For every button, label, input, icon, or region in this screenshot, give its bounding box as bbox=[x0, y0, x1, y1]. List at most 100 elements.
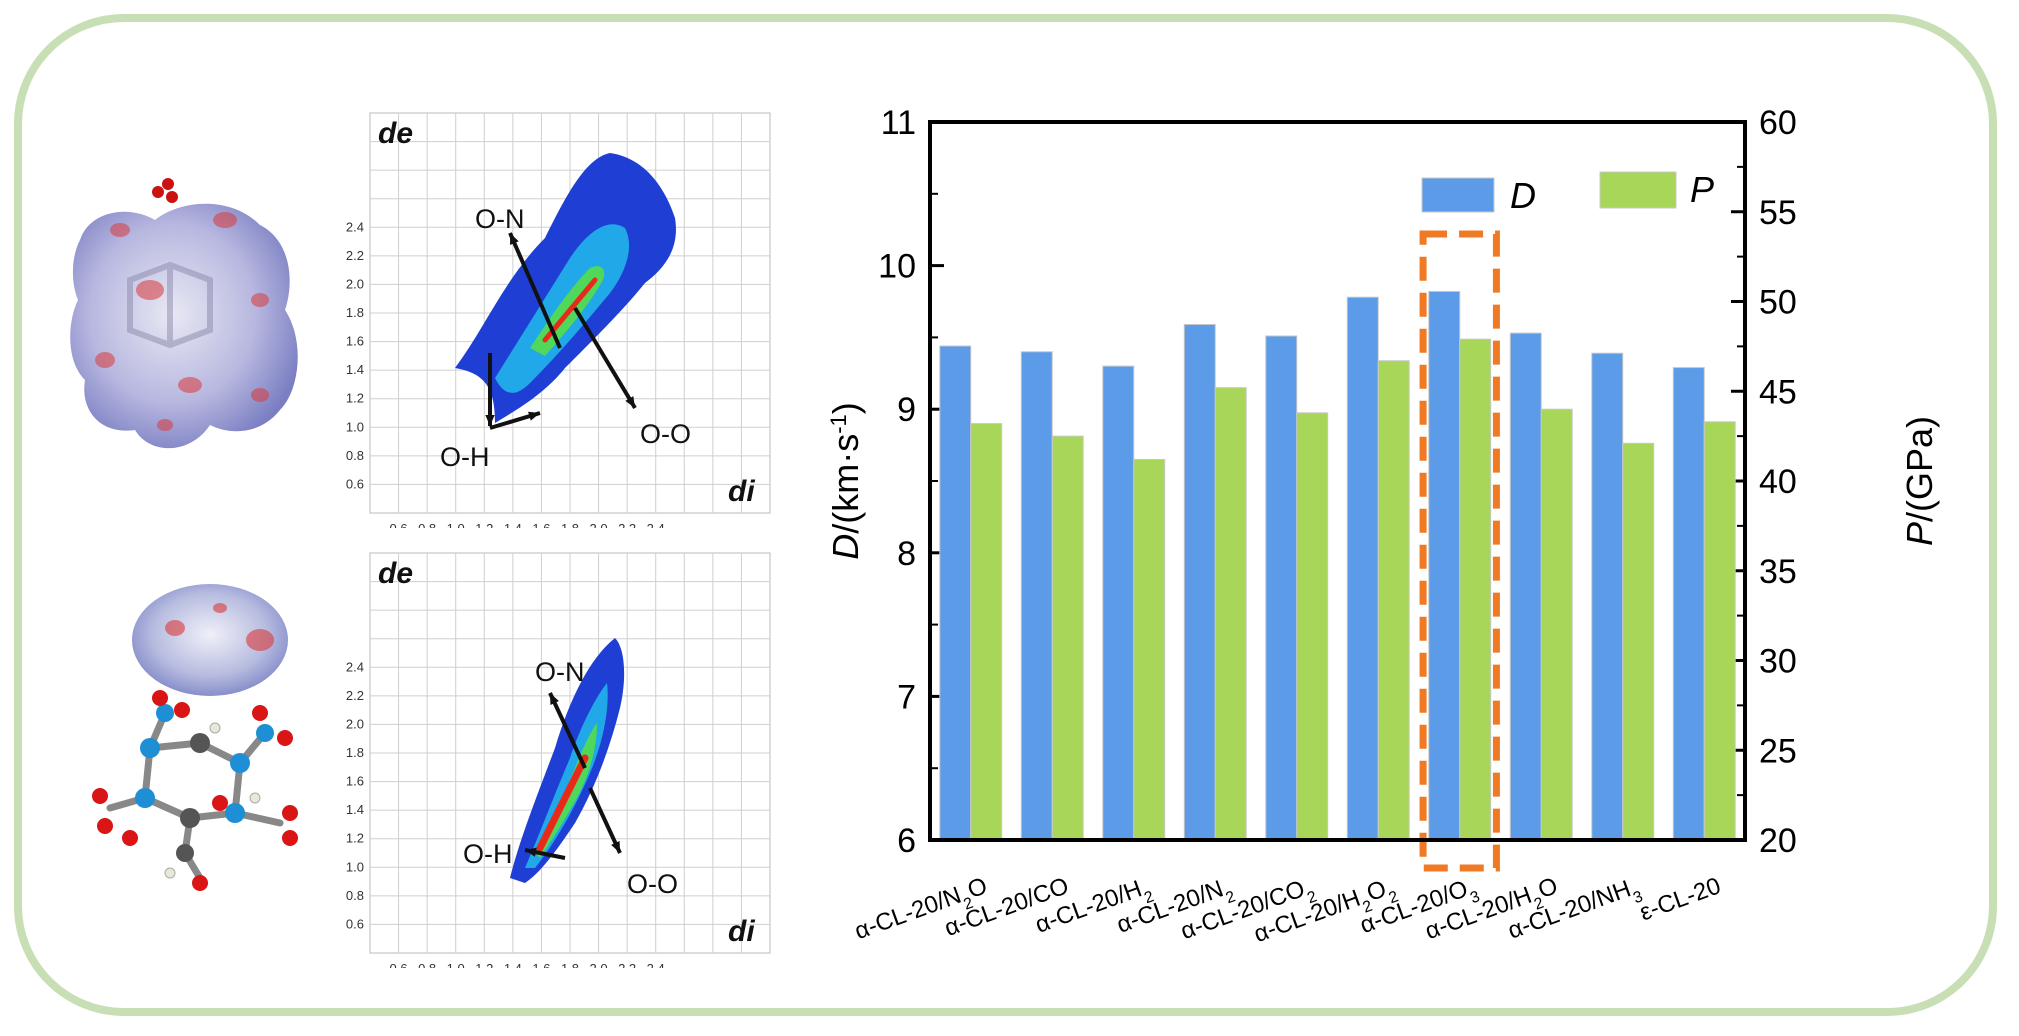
right-tick-label: 20 bbox=[1759, 822, 1797, 860]
x-tick-label: 1.8 bbox=[561, 521, 579, 528]
fingerprint-cloud bbox=[455, 153, 676, 423]
y-tick-label: 2.0 bbox=[346, 716, 364, 731]
left-axis-title: D/(km·s-1) bbox=[825, 402, 866, 560]
x-tick-label: 2.4 bbox=[647, 521, 665, 528]
bar-p bbox=[1703, 421, 1736, 841]
bar-p bbox=[970, 423, 1003, 841]
x-tick-label: 0.8 bbox=[418, 961, 436, 968]
y-tick-label: 2.4 bbox=[346, 659, 364, 674]
x-tick-label: 0.6 bbox=[390, 521, 408, 528]
cloud-outer bbox=[510, 638, 625, 883]
right-tick-label: 40 bbox=[1759, 463, 1797, 501]
axis-title-text: ) bbox=[825, 402, 866, 414]
label-oh: O-H bbox=[440, 442, 490, 472]
x-tick-label: 1.6 bbox=[532, 521, 550, 528]
bar-d bbox=[1020, 351, 1053, 841]
category-label: ε-CL-20 bbox=[1636, 872, 1724, 926]
x-axis-label: di bbox=[728, 475, 755, 508]
fingerprint-plot-2: 0.6 0.8 1.0 1.2 1.4 1.6 1.8 2.0 2.2 2.4 0.6 0.8 1.0 1… bbox=[346, 552, 771, 968]
y-tick-label: 1.6 bbox=[346, 774, 364, 789]
bar-d bbox=[1183, 323, 1216, 841]
left-tick-label: 7 bbox=[897, 678, 916, 716]
x-tick-label: 0.8 bbox=[418, 521, 436, 528]
y-tick-label: 1.8 bbox=[346, 745, 364, 760]
bar-d bbox=[1428, 290, 1461, 841]
legend-label-p: P bbox=[1690, 169, 1714, 210]
arrow-on-head bbox=[550, 693, 559, 705]
bar-p bbox=[1459, 338, 1492, 841]
label-oo: O-O bbox=[640, 419, 691, 449]
right-tick-label: 30 bbox=[1759, 643, 1797, 681]
bar-p bbox=[1377, 360, 1410, 841]
y-tick-label: 2.2 bbox=[346, 688, 364, 703]
x-tick-label: 1.6 bbox=[532, 961, 550, 968]
nitrogen-atoms bbox=[135, 704, 274, 823]
plot-frame bbox=[928, 120, 1747, 842]
y-tick-label: 2.2 bbox=[346, 248, 364, 263]
axis-title-italic: P bbox=[1899, 522, 1940, 546]
arrow-on bbox=[548, 692, 587, 769]
x-tick-label: 0.6 bbox=[390, 961, 408, 968]
bar-d bbox=[939, 345, 972, 841]
label-oo: O-O bbox=[627, 869, 678, 899]
x-tick-label: 1.2 bbox=[475, 961, 493, 968]
right-tick-label: 45 bbox=[1759, 373, 1797, 411]
cl20-molecule bbox=[92, 690, 298, 891]
ozone-atom bbox=[166, 191, 178, 203]
y-tick-label: 1.6 bbox=[346, 334, 364, 349]
left-tick-label: 9 bbox=[897, 391, 916, 429]
cloud-peak bbox=[536, 754, 589, 852]
inner-molecule-ghost bbox=[127, 261, 213, 349]
bar-p bbox=[1133, 458, 1166, 841]
category-label-text: ε-CL-20 bbox=[1636, 872, 1724, 926]
bar-d bbox=[1509, 332, 1542, 841]
arrow-oh-down-head bbox=[485, 414, 495, 426]
y-tick-label: 1.0 bbox=[346, 419, 364, 434]
bar-p bbox=[1296, 412, 1329, 841]
x-tick-label: 1.4 bbox=[504, 521, 522, 528]
detonation-bar-chart: 67891011202530354045505560α-CL-20/N2Oα-C… bbox=[825, 104, 1940, 948]
hirshfeld-surface-1 bbox=[70, 178, 298, 449]
y-tick-label: 0.6 bbox=[346, 476, 364, 491]
label-oh: O-H bbox=[463, 839, 513, 869]
arrow-oo-head bbox=[611, 841, 620, 853]
legend-label-d: D bbox=[1510, 175, 1536, 216]
bar-p bbox=[1214, 387, 1247, 841]
y-tick-label: 0.8 bbox=[346, 448, 364, 463]
arrow-on-head bbox=[510, 233, 519, 245]
annotation-arrows bbox=[524, 692, 622, 860]
axis-title-italic: D bbox=[825, 534, 866, 560]
axis-title-text: /(GPa) bbox=[1899, 416, 1940, 522]
left-tick-label: 6 bbox=[897, 822, 916, 860]
cloud-mid bbox=[525, 683, 608, 868]
y-tick-label: 1.2 bbox=[346, 831, 364, 846]
y-tick-label: 1.2 bbox=[346, 391, 364, 406]
bar-d bbox=[1346, 296, 1379, 841]
right-tick-label: 50 bbox=[1759, 284, 1797, 322]
surface-shape bbox=[70, 203, 298, 449]
surface-shape bbox=[132, 584, 288, 696]
y-axis-label: de bbox=[378, 557, 413, 590]
legend-swatch-d bbox=[1421, 177, 1495, 213]
y-tick-label: 0.8 bbox=[346, 888, 364, 903]
x-tick-label: 2.2 bbox=[618, 961, 636, 968]
x-tick-label: 1.0 bbox=[447, 961, 465, 968]
right-tick-label: 35 bbox=[1759, 553, 1797, 591]
bar-d bbox=[1591, 352, 1624, 841]
arrow-oh-head bbox=[525, 847, 537, 857]
left-tick-label: 11 bbox=[881, 104, 916, 142]
bar-d bbox=[1672, 367, 1705, 841]
x-axis-label: di bbox=[728, 915, 755, 948]
left-tick-label: 8 bbox=[897, 535, 916, 573]
close-contact-spots bbox=[165, 603, 274, 651]
right-axis-title: P/(GPa) bbox=[1899, 416, 1940, 546]
bar-p bbox=[1540, 408, 1573, 841]
annotation-arrows bbox=[485, 232, 637, 430]
x-tick-label: 2.4 bbox=[647, 961, 665, 968]
bar-d bbox=[1102, 365, 1135, 841]
arrow-oo bbox=[573, 306, 637, 410]
bar-d bbox=[1265, 335, 1298, 841]
y-tick-label: 1.4 bbox=[346, 802, 364, 817]
oxygen-atoms bbox=[92, 690, 298, 891]
highlight-box bbox=[1419, 230, 1500, 872]
